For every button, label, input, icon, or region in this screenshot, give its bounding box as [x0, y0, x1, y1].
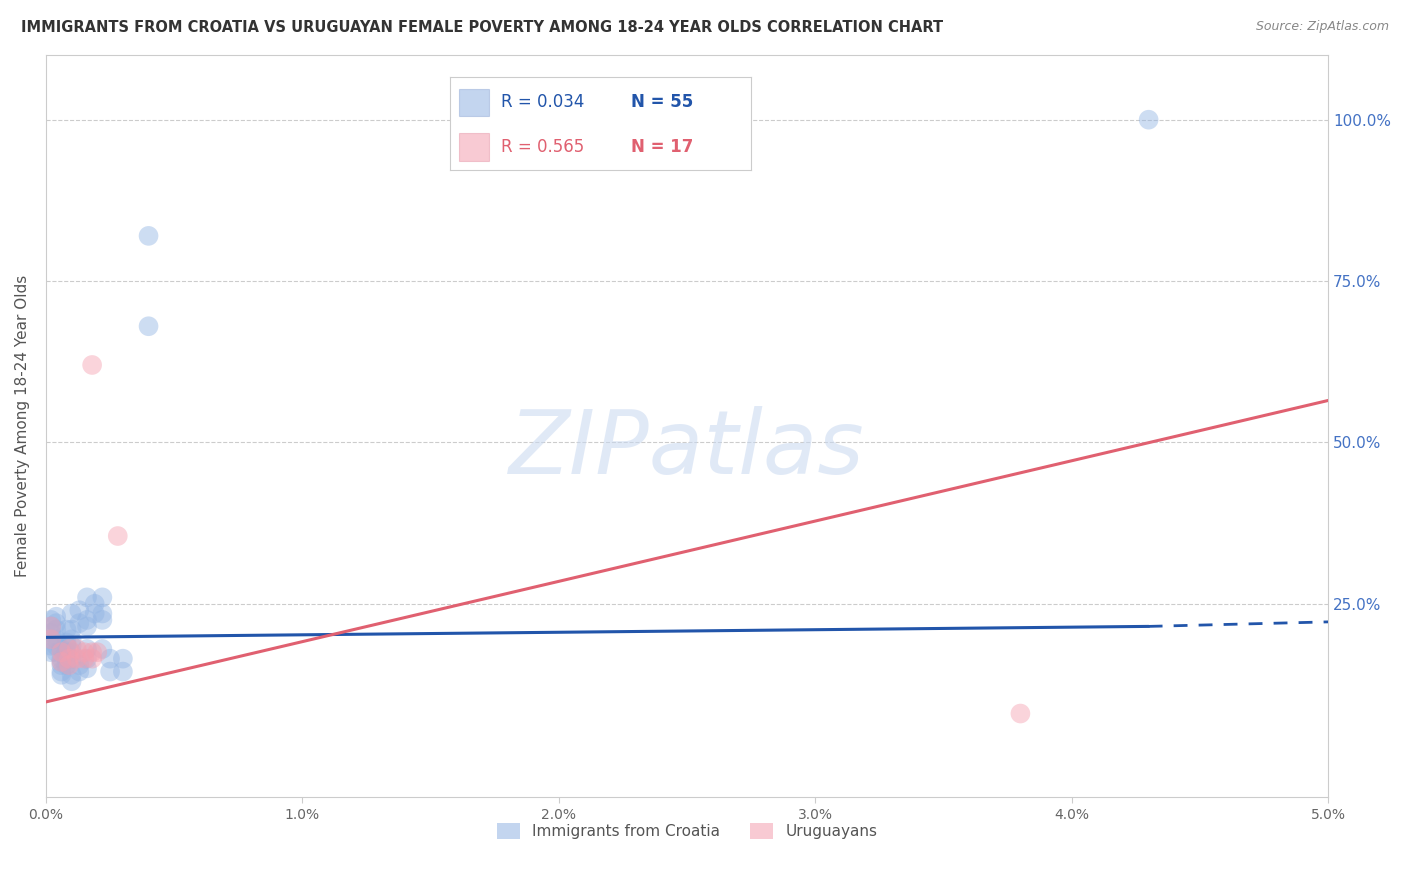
- Point: [91, 591, 114, 605]
- Point: [39, 632, 62, 647]
- Point: [66, 651, 89, 665]
- Point: [60, 639, 83, 653]
- Point: [45, 616, 67, 631]
- Point: [67, 616, 90, 631]
- Point: [55, 658, 77, 673]
- Point: [39, 619, 62, 633]
- Point: [1137, 112, 1160, 127]
- Point: [45, 632, 67, 647]
- Text: Source: ZipAtlas.com: Source: ZipAtlas.com: [1256, 20, 1389, 33]
- Y-axis label: Female Poverty Among 18-24 Year Olds: Female Poverty Among 18-24 Year Olds: [15, 275, 30, 577]
- Point: [39, 619, 62, 633]
- Point: [55, 623, 77, 637]
- Point: [76, 661, 98, 675]
- Point: [1010, 706, 1032, 721]
- Point: [39, 639, 62, 653]
- Point: [39, 632, 62, 647]
- Point: [91, 642, 114, 657]
- Point: [45, 609, 67, 624]
- Point: [67, 665, 90, 679]
- Point: [60, 607, 83, 621]
- Legend: Immigrants from Croatia, Uruguayans: Immigrants from Croatia, Uruguayans: [491, 817, 883, 846]
- Text: ZIPatlas: ZIPatlas: [509, 406, 865, 491]
- Text: IMMIGRANTS FROM CROATIA VS URUGUAYAN FEMALE POVERTY AMONG 18-24 YEAR OLDS CORREL: IMMIGRANTS FROM CROATIA VS URUGUAYAN FEM…: [21, 20, 943, 35]
- Point: [86, 645, 108, 659]
- Point: [45, 623, 67, 637]
- Point: [83, 607, 105, 621]
- Point: [55, 651, 77, 665]
- Point: [66, 642, 89, 657]
- Point: [58, 658, 80, 673]
- Point: [51, 668, 73, 682]
- Point: [111, 651, 134, 665]
- Point: [98, 651, 121, 665]
- Point: [111, 665, 134, 679]
- Point: [58, 651, 80, 665]
- Point: [58, 642, 80, 657]
- Point: [45, 645, 67, 659]
- Point: [83, 597, 105, 611]
- Point: [107, 529, 129, 543]
- Point: [60, 645, 83, 659]
- Point: [73, 651, 96, 665]
- Point: [51, 665, 73, 679]
- Point: [91, 613, 114, 627]
- Point: [76, 651, 98, 665]
- Point: [138, 319, 160, 334]
- Point: [76, 613, 98, 627]
- Point: [60, 632, 83, 647]
- Point: [98, 665, 121, 679]
- Point: [51, 645, 73, 659]
- Point: [91, 607, 114, 621]
- Point: [138, 228, 160, 243]
- Point: [55, 645, 77, 659]
- Point: [60, 651, 83, 665]
- Point: [51, 655, 73, 669]
- Point: [51, 642, 73, 657]
- Point: [39, 625, 62, 640]
- Point: [55, 635, 77, 649]
- Point: [45, 639, 67, 653]
- Point: [51, 651, 73, 665]
- Point: [67, 658, 90, 673]
- Point: [55, 639, 77, 653]
- Point: [73, 645, 96, 659]
- Point: [39, 613, 62, 627]
- Point: [82, 358, 104, 372]
- Point: [76, 591, 98, 605]
- Point: [82, 651, 104, 665]
- Point: [76, 619, 98, 633]
- Point: [60, 674, 83, 689]
- Point: [60, 668, 83, 682]
- Point: [76, 642, 98, 657]
- Point: [51, 658, 73, 673]
- Point: [60, 623, 83, 637]
- Point: [39, 645, 62, 659]
- Point: [67, 603, 90, 617]
- Point: [51, 655, 73, 669]
- Point: [82, 645, 104, 659]
